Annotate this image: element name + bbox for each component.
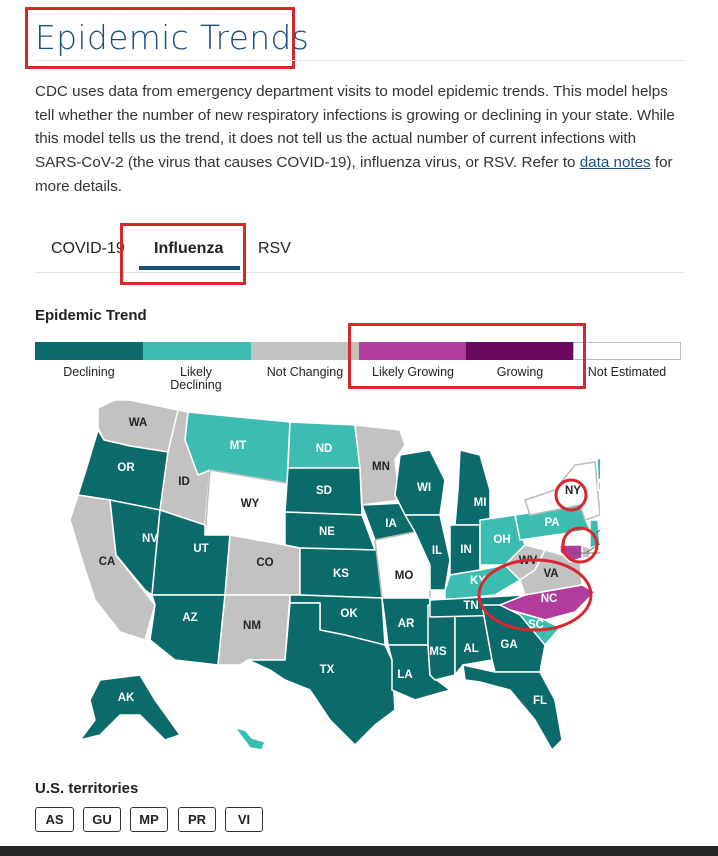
state-label-tn: TN: [463, 600, 478, 612]
state-label-al: AL: [463, 643, 478, 655]
state-label-ne: NE: [319, 526, 335, 538]
taskbar: [0, 846, 718, 856]
legend-label-not-estimated: Not Estimated: [587, 365, 667, 379]
state-label-mo: MO: [395, 570, 414, 582]
intro-text: CDC uses data from emergency department …: [35, 83, 675, 172]
state-label-tx: TX: [320, 664, 335, 676]
state-label-ia: IA: [385, 518, 397, 530]
state-vt[interactable]: [596, 455, 600, 481]
state-az[interactable]: [149, 594, 226, 666]
state-label-nd: ND: [316, 443, 333, 455]
state-label-wa: WA: [129, 417, 148, 429]
state-label-ny: NY: [565, 485, 581, 497]
legend-label-growing: Growing: [496, 365, 544, 379]
territory-button-vi[interactable]: VI: [225, 807, 263, 832]
tab-covid19[interactable]: COVID-19: [51, 240, 125, 257]
state-label-sc: SC: [528, 619, 544, 631]
tab-rsv[interactable]: RSV: [258, 240, 291, 257]
state-ma[interactable]: [597, 481, 600, 491]
legend-swatch-declining: [35, 342, 143, 360]
territories-title: U.S. territories: [35, 780, 139, 797]
legend-label-declining: Declining: [63, 365, 115, 379]
state-label-pa: PA: [544, 517, 559, 529]
state-label-az: AZ: [182, 612, 197, 624]
legend-label-not-changing: Not Changing: [266, 365, 344, 379]
state-nv[interactable]: [109, 499, 161, 596]
legend-title: Epidemic Trend: [35, 307, 147, 324]
legend-swatch-likely-declining: [143, 342, 251, 360]
pathogen-tabs: [35, 230, 684, 273]
state-label-ks: KS: [333, 568, 349, 580]
data-notes-link[interactable]: data notes: [579, 154, 651, 172]
active-tab-indicator: [139, 266, 240, 270]
state-label-ca: CA: [99, 556, 116, 568]
us-map: WA OR CA NV ID MT WY UT AZ CO NM ND SD NE KS OK TX MN IA MO…: [69, 399, 600, 751]
state-label-fl: FL: [533, 695, 547, 707]
territory-button-pr[interactable]: PR: [178, 807, 216, 832]
territory-button-gu[interactable]: GU: [83, 807, 121, 832]
state-label-nc: NC: [541, 593, 558, 605]
state-label-wi: WI: [417, 482, 431, 494]
state-tx[interactable]: [247, 602, 396, 746]
state-sc[interactable]: [509, 609, 561, 646]
highlight-circle-ri-ct: [554, 478, 588, 512]
tab-highlight-box: [120, 223, 246, 285]
legend-swatch-not-estimated: [573, 342, 681, 360]
state-label-id: ID: [178, 476, 190, 488]
state-label-ak: AK: [118, 692, 135, 704]
legend-label-likely-declining: Likely Declining: [170, 365, 222, 392]
state-label-in: IN: [460, 544, 472, 556]
state-il[interactable]: [404, 514, 451, 591]
highlight-circle-md: [561, 526, 599, 564]
state-label-la: LA: [397, 669, 412, 681]
title-highlight-box: [25, 7, 295, 69]
state-label-hi: HI: [232, 736, 244, 748]
state-md[interactable]: [559, 544, 583, 563]
highlight-circle-nc: [477, 558, 593, 632]
legend-swatch-not-changing: [251, 342, 359, 360]
state-label-sd: SD: [316, 485, 332, 497]
state-label-nm: NM: [243, 620, 261, 632]
legend-label-likely-growing: Likely Growing: [372, 365, 454, 379]
state-label-ut: UT: [193, 543, 208, 555]
territory-button-mp[interactable]: MP: [130, 807, 168, 832]
state-label-ms: MS: [429, 646, 447, 658]
page-title: Epidemic Trends: [35, 18, 310, 57]
state-fl[interactable]: [462, 664, 563, 751]
state-label-or: OR: [117, 462, 135, 474]
state-ak[interactable]: [79, 674, 181, 741]
legend-swatch-likely-growing: [359, 342, 466, 360]
intro-tail: for more details.: [35, 154, 673, 195]
state-label-va: VA: [543, 568, 558, 580]
territory-button-as[interactable]: AS: [35, 807, 74, 832]
state-label-oh: OH: [493, 534, 510, 546]
state-label-mi: MI: [474, 497, 487, 509]
state-label-ga: GA: [500, 639, 517, 651]
state-label-wy: WY: [241, 498, 260, 510]
state-label-mt: MT: [230, 440, 247, 452]
state-label-ok: OK: [340, 608, 358, 620]
state-label-co: CO: [256, 557, 273, 569]
state-label-il: IL: [432, 545, 442, 557]
divider: [35, 60, 684, 61]
state-mi[interactable]: [454, 449, 491, 526]
tab-influenza[interactable]: Influenza: [154, 240, 224, 257]
state-label-mn: MN: [372, 461, 390, 473]
intro-paragraph: CDC uses data from emergency department …: [35, 80, 685, 199]
state-label-ar: AR: [398, 618, 415, 630]
legend-swatch-growing: [466, 342, 573, 360]
leader-line-nj: [595, 529, 600, 534]
state-label-nv: NV: [142, 533, 158, 545]
state-hi[interactable]: [234, 727, 266, 751]
legend-highlight-box: [348, 323, 586, 389]
state-de[interactable]: [581, 544, 591, 559]
